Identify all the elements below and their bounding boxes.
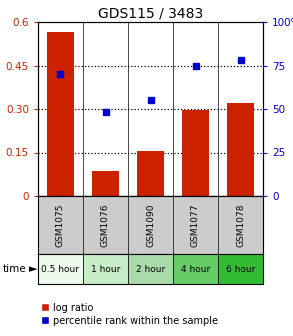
- Text: 6 hour: 6 hour: [226, 264, 255, 274]
- Text: GSM1077: GSM1077: [191, 203, 200, 247]
- Bar: [218, 254, 263, 284]
- Bar: [227, 103, 254, 196]
- Bar: [182, 111, 209, 196]
- Text: 2 hour: 2 hour: [136, 264, 165, 274]
- Text: GSM1078: GSM1078: [236, 203, 245, 247]
- Text: time: time: [3, 264, 27, 274]
- Bar: [83, 254, 128, 284]
- Bar: [38, 254, 83, 284]
- Legend: log ratio, percentile rank within the sample: log ratio, percentile rank within the sa…: [37, 299, 222, 330]
- Bar: [173, 254, 218, 284]
- Text: 1 hour: 1 hour: [91, 264, 120, 274]
- Text: 4 hour: 4 hour: [181, 264, 210, 274]
- Text: GSM1076: GSM1076: [101, 203, 110, 247]
- Text: GSM1090: GSM1090: [146, 203, 155, 247]
- Bar: [47, 32, 74, 196]
- Text: 0.5 hour: 0.5 hour: [42, 264, 79, 274]
- Bar: [128, 254, 173, 284]
- Text: ►: ►: [29, 264, 38, 274]
- Text: GSM1075: GSM1075: [56, 203, 65, 247]
- Bar: [92, 171, 119, 196]
- Title: GDS115 / 3483: GDS115 / 3483: [98, 7, 203, 21]
- Bar: [137, 151, 164, 196]
